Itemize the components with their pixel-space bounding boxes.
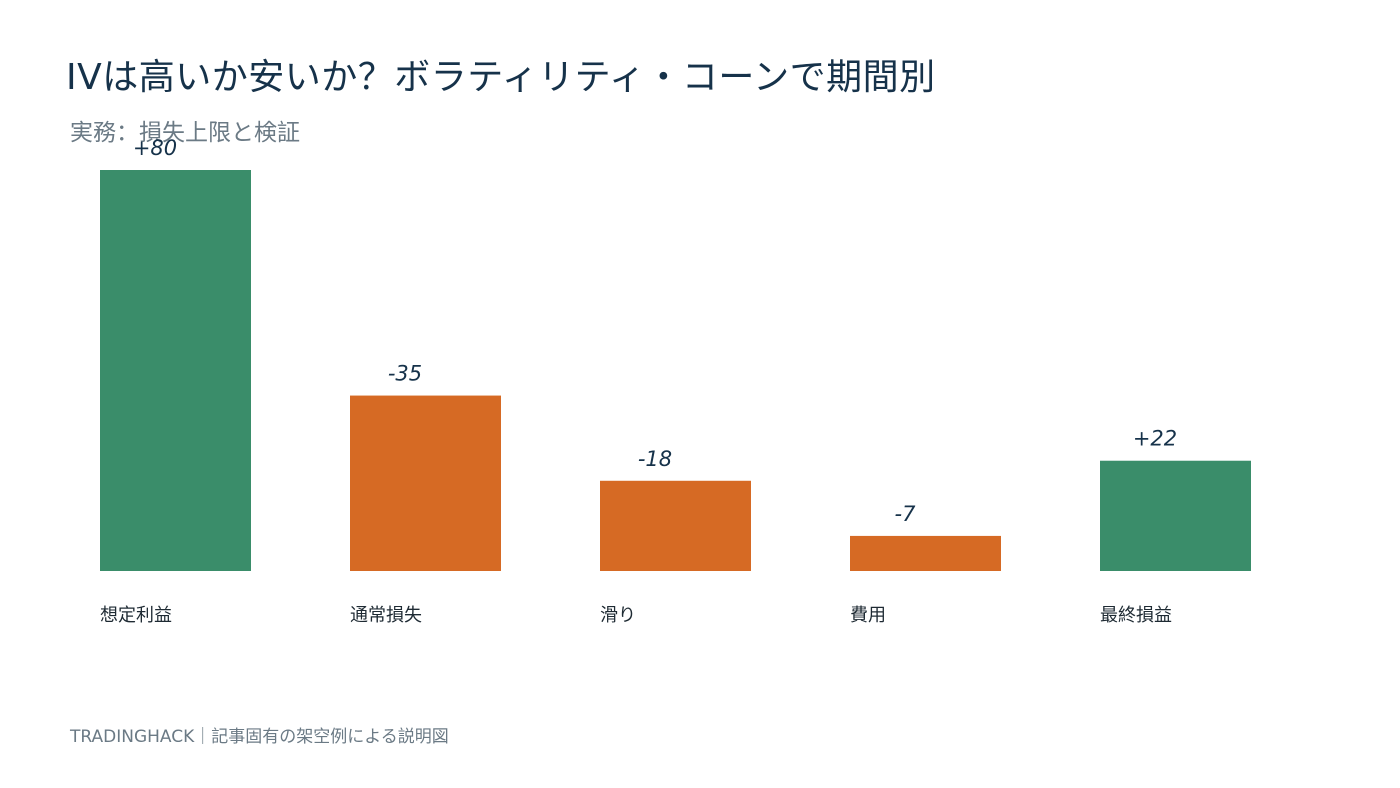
- bar-value-label: +22: [1133, 427, 1177, 451]
- bar-2: [350, 395, 501, 571]
- bar-3: [600, 480, 751, 571]
- chart-title: IVは高いか安いか？ボラティリティ・コーンで期間別: [66, 57, 936, 98]
- chart-subtitle: 実務：損失上限と検証: [70, 120, 300, 146]
- category-label: 通常損失: [350, 605, 422, 626]
- category-label: 想定利益: [100, 605, 172, 626]
- bar-4: [850, 535, 1001, 571]
- bar-value-label: -18: [638, 447, 672, 471]
- category-label: 滑り: [600, 605, 636, 626]
- source-footer: TRADINGHACK｜記事固有の架空例による説明図: [70, 727, 449, 747]
- bar-5: [1100, 460, 1251, 571]
- bar-1: [100, 170, 251, 571]
- bar-value-label: -35: [388, 362, 422, 386]
- category-label: 費用: [850, 605, 886, 626]
- bar-value-label: +80: [133, 136, 177, 160]
- bar-value-label: -7: [895, 502, 917, 526]
- category-label: 最終損益: [1100, 605, 1172, 626]
